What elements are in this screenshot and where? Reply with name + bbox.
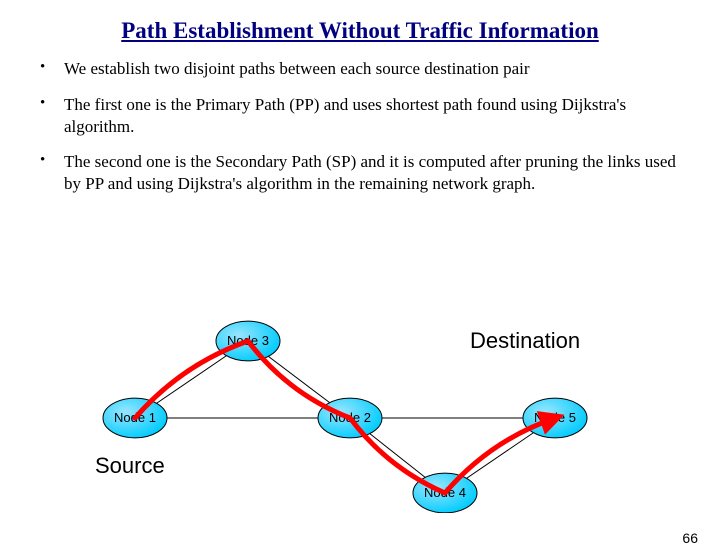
bullet-item: We establish two disjoint paths between … <box>38 58 690 80</box>
bullet-item: The first one is the Primary Path (PP) a… <box>38 94 690 138</box>
network-diagram: Node 1Node 2Node 3Node 4Node 5SourceDest… <box>0 303 720 513</box>
primary-path <box>135 341 555 493</box>
bullet-item: The second one is the Secondary Path (SP… <box>38 151 690 195</box>
page-number: 66 <box>682 530 698 546</box>
svg-text:Destination: Destination <box>470 328 580 353</box>
diagram-svg: Node 1Node 2Node 3Node 4Node 5SourceDest… <box>0 303 720 513</box>
bullet-list: We establish two disjoint paths between … <box>0 58 720 195</box>
svg-text:Source: Source <box>95 453 165 478</box>
page-title: Path Establishment Without Traffic Infor… <box>0 18 720 44</box>
